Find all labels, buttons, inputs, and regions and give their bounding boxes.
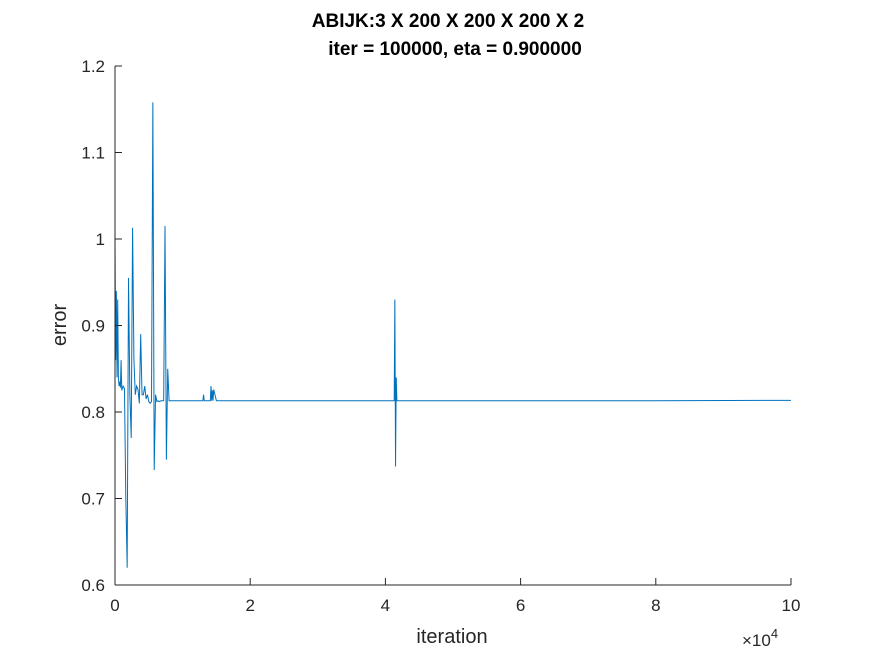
x-exponent-power: 4 <box>771 626 778 641</box>
y-tick-label: 0.6 <box>81 576 105 595</box>
x-tick-label: 6 <box>516 596 525 615</box>
y-tick-label: 1.2 <box>81 57 105 76</box>
y-tick-label: 0.8 <box>81 403 105 422</box>
x-tick-label: 2 <box>245 596 254 615</box>
series-line-0 <box>114 102 792 568</box>
y-tick-label: 1.1 <box>81 144 105 163</box>
y-axis-label: error <box>49 304 71 347</box>
x-exponent-base: ×10 <box>742 631 771 650</box>
x-tick-label: 0 <box>110 596 119 615</box>
y-tick-label: 1 <box>96 230 105 249</box>
chart-subtitle: iter = 100000, eta = 0.900000 <box>328 39 582 60</box>
x-axis-exponent: ×104 <box>742 626 778 650</box>
y-tick-label: 0.7 <box>81 490 105 509</box>
x-tick-label: 8 <box>651 596 660 615</box>
plot-area: 0 2 4 6 8 10 0.6 0.7 0.8 0.9 1 1.1 1.2 <box>81 57 800 615</box>
x-axis-label: iteration <box>416 626 487 648</box>
chart-title: ABIJK:3 X 200 X 200 X 200 X 2 <box>312 11 585 32</box>
x-tick-label: 4 <box>381 596 390 615</box>
y-tick-label: 0.9 <box>81 317 105 336</box>
x-tick-label: 10 <box>782 596 801 615</box>
